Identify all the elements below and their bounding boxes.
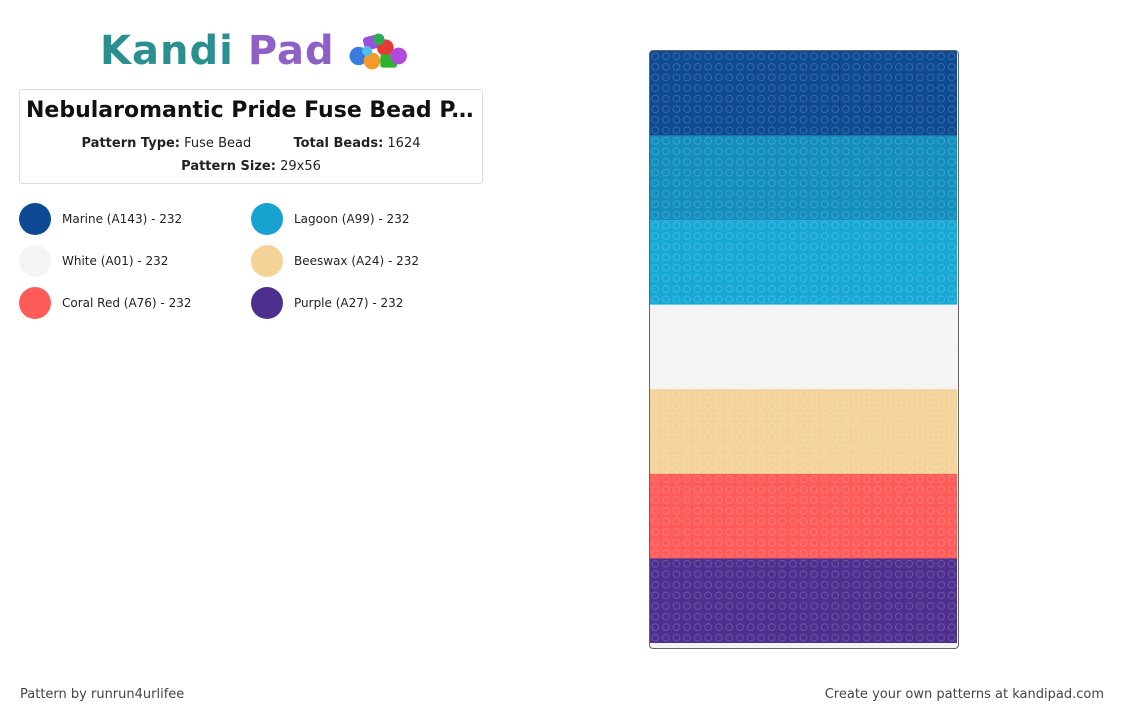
bead-dots	[651, 475, 956, 558]
pattern-stripe	[650, 220, 957, 305]
bead-dots	[651, 52, 956, 135]
pattern-stripe	[650, 473, 957, 559]
pattern-info-card: Nebularomantic Pride Fuse Bead P... Patt…	[19, 89, 483, 184]
legend-label: Coral Red (A76) - 232	[62, 296, 192, 310]
legend-item: Lagoon (A99) - 232	[251, 202, 481, 236]
legend-label: Beeswax (A24) - 232	[294, 254, 420, 268]
bead-pattern-preview[interactable]	[649, 50, 959, 649]
color-legend: Marine (A143) - 232 Lagoon (A99) - 232 W…	[19, 202, 489, 332]
pattern-size-value: 29x56	[280, 159, 321, 174]
pattern-title: Nebularomantic Pride Fuse Bead P...	[26, 98, 477, 123]
legend-label: Marine (A143) - 232	[62, 212, 183, 226]
color-swatch	[251, 287, 283, 319]
legend-item: Marine (A143) - 232	[19, 202, 249, 236]
color-swatch	[251, 245, 283, 277]
legend-item: Beeswax (A24) - 232	[251, 244, 481, 278]
pattern-stripe	[650, 135, 957, 221]
bead-dots	[651, 390, 956, 473]
logo-kandi-text: Kandi	[100, 28, 234, 74]
pattern-stripe	[650, 304, 957, 390]
pattern-stripe	[650, 51, 957, 136]
pattern-type-value: Fuse Bead	[184, 136, 252, 151]
pattern-type-label: Pattern Type:	[81, 136, 181, 151]
create-patterns-link[interactable]: Create your own patterns at kandipad.com	[824, 687, 1104, 702]
legend-label: Purple (A27) - 232	[294, 296, 404, 310]
legend-label: Lagoon (A99) - 232	[294, 212, 410, 226]
legend-label: White (A01) - 232	[62, 254, 169, 268]
bead-dots	[651, 221, 956, 304]
color-swatch	[19, 203, 51, 235]
total-beads-value: 1624	[387, 136, 421, 151]
total-beads-label: Total Beads:	[293, 136, 384, 151]
bead-dots	[651, 306, 956, 388]
logo-pad-text: Pad	[247, 28, 335, 74]
pattern-size-label: Pattern Size:	[181, 159, 276, 174]
bead-pattern-grid	[650, 51, 957, 643]
pattern-author[interactable]: Pattern by runrun4urlifee	[20, 687, 185, 702]
color-swatch	[19, 245, 51, 277]
legend-item: White (A01) - 232	[19, 244, 249, 278]
bead-dots	[651, 559, 956, 642]
legend-item: Purple (A27) - 232	[251, 286, 481, 320]
pattern-size-row: Pattern Size: 29x56	[20, 159, 482, 174]
color-swatch	[19, 287, 51, 319]
color-swatch	[251, 203, 283, 235]
pattern-meta-row: Pattern Type: Fuse Bead Total Beads: 162…	[20, 136, 482, 151]
beads-icon	[349, 33, 407, 70]
legend-item: Coral Red (A76) - 232	[19, 286, 249, 320]
pattern-stripe	[650, 389, 957, 474]
kandipad-logo[interactable]: Kandi Pad	[100, 26, 410, 76]
bead-dots	[651, 136, 956, 219]
pattern-stripe	[650, 558, 957, 643]
